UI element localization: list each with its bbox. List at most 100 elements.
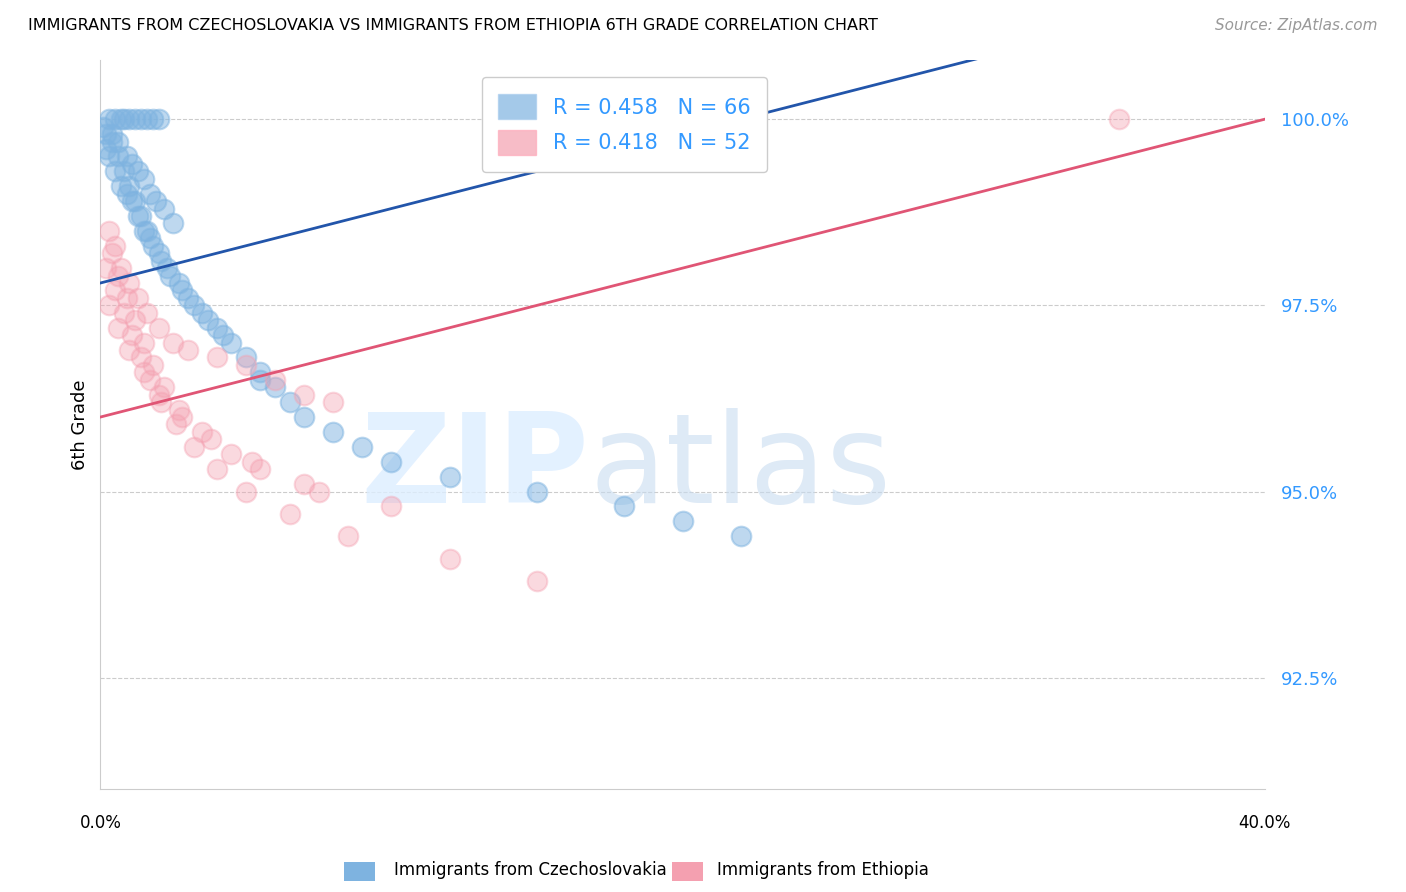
Point [191,425,214,439]
Point [150,253,173,268]
Point [96,261,118,276]
Point [96,127,118,141]
Point [136,224,159,238]
Y-axis label: 6th Grade: 6th Grade [72,379,89,470]
Point [162,216,184,230]
Point [121,194,143,208]
Point [235,358,257,372]
Point [112,112,135,127]
Point [107,149,129,163]
Point [170,284,193,298]
Point [148,320,170,334]
Point [101,127,124,141]
Point [118,343,141,357]
Text: 0.0%: 0.0% [79,814,121,832]
Point [264,380,287,394]
Point [249,365,271,379]
Point [129,112,152,127]
Point [240,455,263,469]
Point [142,239,165,253]
Point [107,135,129,149]
Point [249,373,271,387]
Point [118,276,141,290]
Point [129,351,152,365]
Point [292,410,315,425]
Point [112,306,135,320]
Legend: R = 0.458   N = 66, R = 0.418   N = 52: R = 0.458 N = 66, R = 0.418 N = 52 [482,78,768,172]
Point [183,298,205,312]
Text: Immigrants from Ethiopia: Immigrants from Ethiopia [717,861,929,879]
Point [110,179,132,194]
Point [278,507,301,521]
Point [136,112,159,127]
Point [98,112,121,127]
Point [127,164,149,178]
Point [336,529,359,543]
Point [176,343,198,357]
Point [118,112,141,127]
Point [127,209,149,223]
Point [101,246,124,260]
Point [121,328,143,343]
Point [107,320,129,334]
Point [380,455,402,469]
Point [176,291,198,305]
Point [526,574,548,588]
Point [380,500,402,514]
Point [153,202,176,216]
Point [127,291,149,305]
Point [104,239,127,253]
Point [112,164,135,178]
Point [115,291,138,305]
Point [264,373,287,387]
Point [136,306,159,320]
Point [124,194,146,208]
Point [110,261,132,276]
Point [101,135,124,149]
Point [115,149,138,163]
Point [132,171,155,186]
Point [671,514,693,528]
Point [115,186,138,201]
Text: Immigrants from Czechoslovakia: Immigrants from Czechoslovakia [394,861,666,879]
Point [197,313,219,327]
Point [118,179,141,194]
Point [205,351,228,365]
Point [162,335,184,350]
Point [235,351,257,365]
Point [98,224,121,238]
Point [235,484,257,499]
Point [98,298,121,312]
Point [205,462,228,476]
Point [322,395,344,409]
Point [211,328,233,343]
Point [104,284,127,298]
Point [132,224,155,238]
Point [221,335,243,350]
Point [278,395,301,409]
Point [129,209,152,223]
Point [96,142,118,156]
Point [139,186,162,201]
Point [308,484,330,499]
Point [191,306,214,320]
Point [221,447,243,461]
Point [292,388,315,402]
Point [110,112,132,127]
Point [104,164,127,178]
Point [148,112,170,127]
Point [148,388,170,402]
Point [167,276,190,290]
Point [730,529,752,543]
Point [1108,112,1130,127]
Point [183,440,205,454]
Text: atlas: atlas [589,408,891,529]
Point [132,365,155,379]
Text: IMMIGRANTS FROM CZECHOSLOVAKIA VS IMMIGRANTS FROM ETHIOPIA 6TH GRADE CORRELATION: IMMIGRANTS FROM CZECHOSLOVAKIA VS IMMIGR… [28,18,877,33]
Point [613,500,636,514]
Point [322,425,344,439]
Point [153,380,176,394]
Point [352,440,374,454]
Point [98,149,121,163]
Point [148,246,170,260]
